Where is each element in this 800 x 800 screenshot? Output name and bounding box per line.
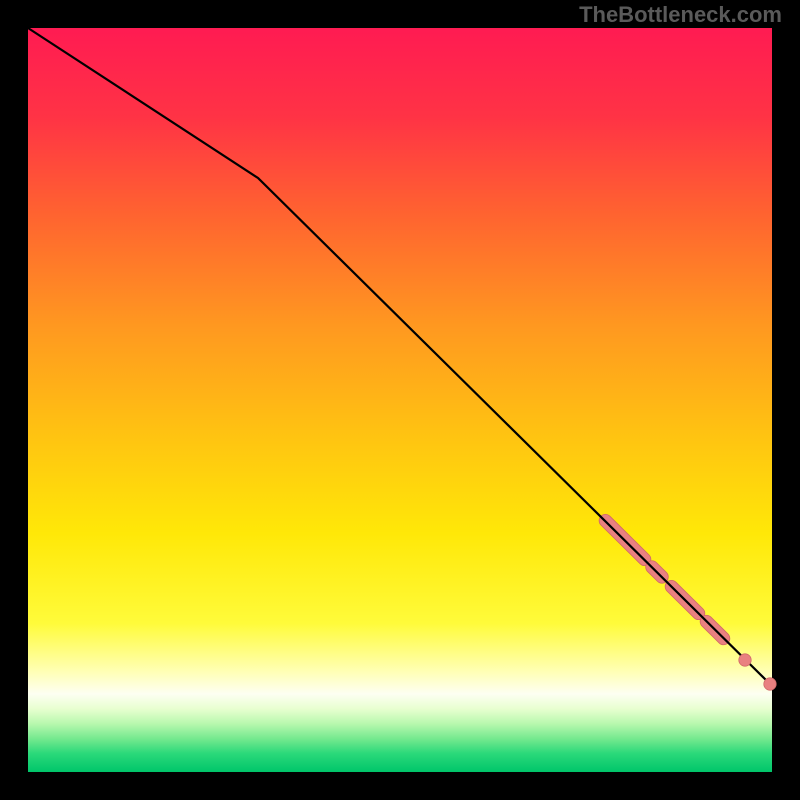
watermark-text: TheBottleneck.com xyxy=(579,2,782,28)
bottleneck-chart xyxy=(0,0,800,800)
plot-background xyxy=(28,28,772,772)
marker-dot xyxy=(764,678,776,690)
marker-dot xyxy=(739,654,751,666)
